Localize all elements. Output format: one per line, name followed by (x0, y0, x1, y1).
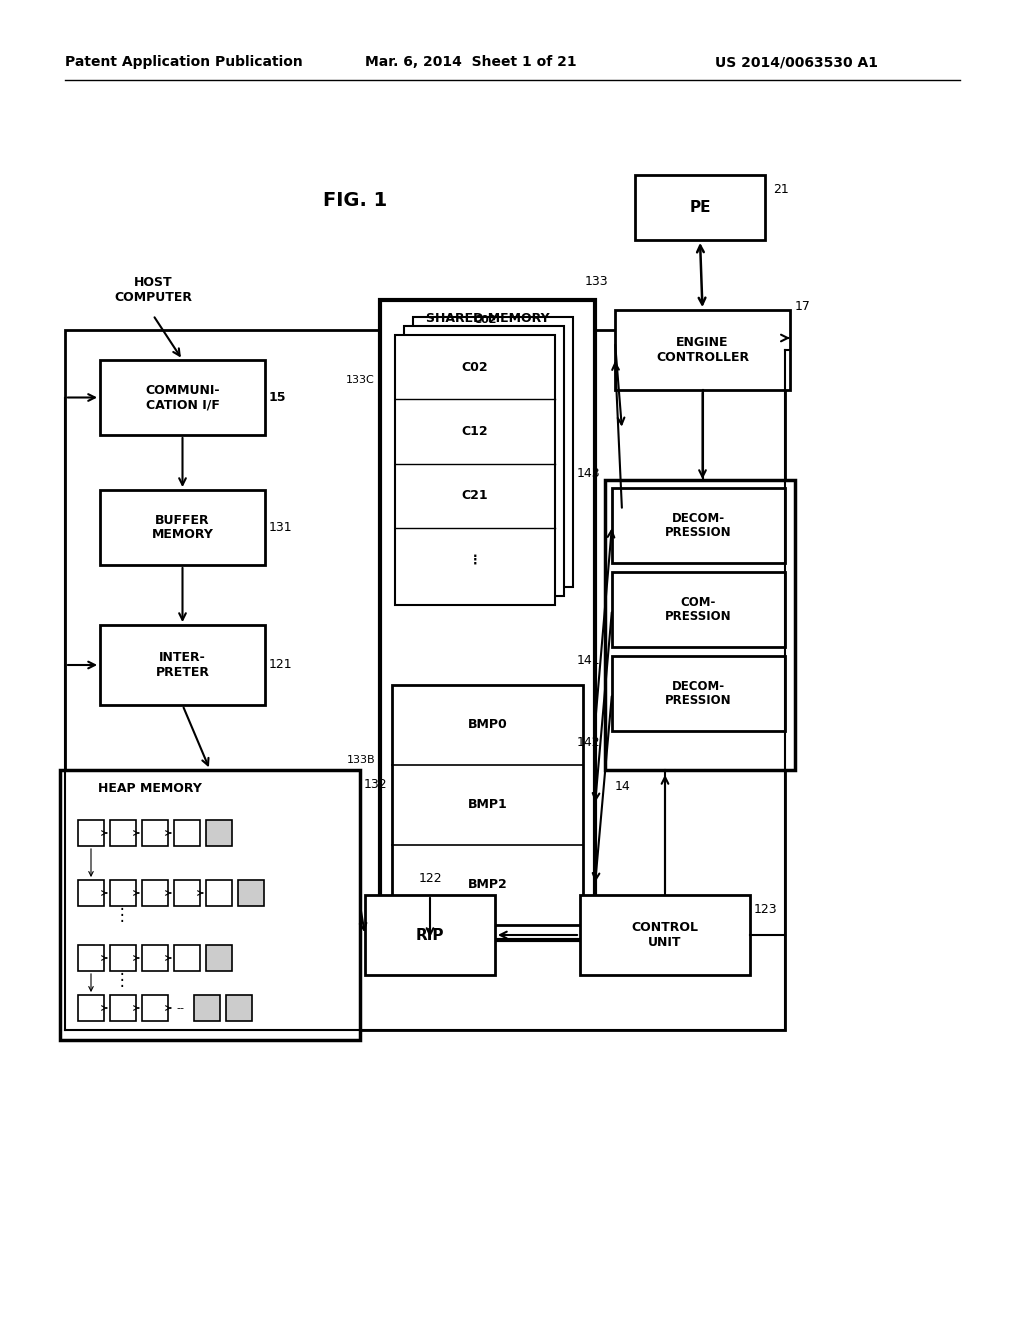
Text: 15: 15 (269, 391, 287, 404)
Text: 21: 21 (773, 183, 788, 195)
Bar (110, 945, 136, 972)
Text: FIG. 1: FIG. 1 (323, 190, 387, 210)
Bar (78, 945, 104, 972)
Text: Mar. 6, 2014  Sheet 1 of 21: Mar. 6, 2014 Sheet 1 of 21 (365, 55, 577, 69)
Text: PE: PE (689, 201, 711, 215)
Bar (78, 995, 104, 1020)
Bar (174, 945, 200, 972)
Text: INTER-
PRETER: INTER- PRETER (156, 651, 210, 678)
Bar (580, 895, 750, 975)
Text: 14: 14 (615, 780, 631, 793)
Bar (110, 880, 136, 906)
Text: ⋮: ⋮ (114, 972, 131, 989)
Text: SHARED MEMORY: SHARED MEMORY (426, 312, 549, 325)
Text: HEAP MEMORY: HEAP MEMORY (98, 781, 202, 795)
Bar (60, 770, 360, 1040)
Text: BMP1: BMP1 (468, 799, 507, 812)
Text: 121: 121 (269, 659, 293, 672)
Text: C12: C12 (462, 425, 488, 438)
Text: RIP: RIP (416, 928, 444, 942)
Bar (392, 685, 583, 925)
Text: 132: 132 (364, 777, 388, 791)
Bar (142, 880, 168, 906)
Bar (612, 656, 785, 731)
Text: 143: 143 (577, 467, 600, 480)
Bar (615, 310, 790, 389)
Text: 141: 141 (577, 655, 600, 668)
Text: C02: C02 (462, 360, 488, 374)
Bar (206, 820, 232, 846)
Text: 133: 133 (585, 275, 608, 288)
Text: 123: 123 (754, 903, 777, 916)
Bar (100, 624, 265, 705)
Bar (110, 995, 136, 1020)
Text: 142: 142 (577, 737, 600, 748)
Bar (395, 335, 555, 605)
Bar (380, 300, 595, 940)
Text: ENGINE
CONTROLLER: ENGINE CONTROLLER (656, 337, 750, 364)
Bar (194, 995, 220, 1020)
Text: DECOM-
PRESSION: DECOM- PRESSION (666, 511, 732, 540)
Bar (174, 880, 200, 906)
Bar (605, 480, 795, 770)
Text: HOST
COMPUTER: HOST COMPUTER (114, 276, 193, 304)
Text: 133B: 133B (346, 755, 375, 766)
Bar (174, 820, 200, 846)
Text: C02: C02 (473, 315, 497, 325)
Text: COM-
PRESSION: COM- PRESSION (666, 595, 732, 623)
Bar (206, 880, 232, 906)
Bar (142, 995, 168, 1020)
Bar (142, 820, 168, 846)
Text: DECOM-
PRESSION: DECOM- PRESSION (666, 680, 732, 708)
Bar (142, 945, 168, 972)
Text: 133C: 133C (346, 375, 375, 385)
Bar (110, 820, 136, 846)
Text: ⋮: ⋮ (469, 553, 481, 566)
Bar (100, 360, 265, 436)
Text: ⋮: ⋮ (114, 906, 131, 924)
Bar (612, 488, 785, 564)
Text: BMP2: BMP2 (468, 879, 507, 891)
Text: --: -- (176, 1003, 184, 1012)
Text: BUFFER
MEMORY: BUFFER MEMORY (152, 513, 213, 541)
Bar (100, 490, 265, 565)
Text: Patent Application Publication: Patent Application Publication (65, 55, 303, 69)
Text: 122: 122 (418, 873, 441, 884)
Bar (612, 572, 785, 647)
Text: US 2014/0063530 A1: US 2014/0063530 A1 (715, 55, 878, 69)
Bar (635, 176, 765, 240)
Text: 17: 17 (795, 300, 811, 313)
Text: 131: 131 (269, 521, 293, 535)
Text: CONTROL
UNIT: CONTROL UNIT (632, 921, 698, 949)
Bar (238, 880, 264, 906)
Bar (413, 317, 573, 587)
Bar (65, 330, 785, 1030)
Bar (78, 820, 104, 846)
Bar (365, 895, 495, 975)
Bar (206, 945, 232, 972)
Bar (404, 326, 564, 597)
Bar (226, 995, 252, 1020)
Text: COMMUNI-
CATION I/F: COMMUNI- CATION I/F (145, 384, 220, 412)
Bar (78, 880, 104, 906)
Text: BMP0: BMP0 (468, 718, 507, 731)
Text: C21: C21 (462, 490, 488, 502)
